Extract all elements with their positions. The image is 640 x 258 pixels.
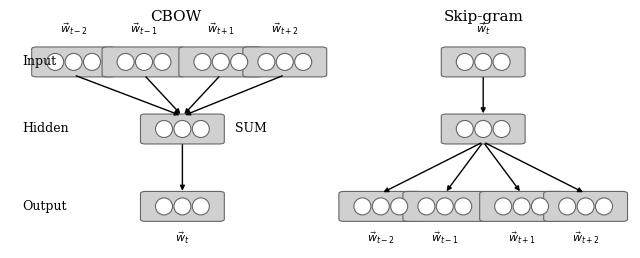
Ellipse shape xyxy=(475,53,492,70)
Ellipse shape xyxy=(154,53,171,70)
Ellipse shape xyxy=(390,198,408,215)
Text: $\vec{w}_{t-1}$: $\vec{w}_{t-1}$ xyxy=(130,22,158,37)
Text: $\vec{w}_{t}$: $\vec{w}_{t}$ xyxy=(476,22,490,37)
FancyBboxPatch shape xyxy=(480,191,564,221)
Text: CBOW: CBOW xyxy=(150,10,202,24)
Ellipse shape xyxy=(577,198,594,215)
Ellipse shape xyxy=(258,53,275,70)
FancyBboxPatch shape xyxy=(243,47,326,77)
Ellipse shape xyxy=(192,120,209,138)
Ellipse shape xyxy=(192,198,209,215)
Ellipse shape xyxy=(194,53,211,70)
Ellipse shape xyxy=(418,198,435,215)
Ellipse shape xyxy=(495,198,512,215)
Ellipse shape xyxy=(47,53,64,70)
Ellipse shape xyxy=(372,198,389,215)
Text: $\vec{w}_{t+2}$: $\vec{w}_{t+2}$ xyxy=(271,22,299,37)
Text: Output: Output xyxy=(22,200,67,213)
FancyBboxPatch shape xyxy=(442,114,525,144)
Ellipse shape xyxy=(559,198,576,215)
Ellipse shape xyxy=(174,120,191,138)
Ellipse shape xyxy=(230,53,248,70)
Ellipse shape xyxy=(156,120,173,138)
Ellipse shape xyxy=(212,53,229,70)
Ellipse shape xyxy=(436,198,453,215)
Ellipse shape xyxy=(595,198,612,215)
Text: $\vec{w}_{t+1}$: $\vec{w}_{t+1}$ xyxy=(508,231,536,246)
Text: $\vec{w}_{t-2}$: $\vec{w}_{t-2}$ xyxy=(367,231,395,246)
Ellipse shape xyxy=(276,53,293,70)
FancyBboxPatch shape xyxy=(141,191,225,221)
Ellipse shape xyxy=(513,198,530,215)
Text: SUM: SUM xyxy=(236,123,267,135)
FancyBboxPatch shape xyxy=(442,47,525,77)
Ellipse shape xyxy=(65,53,82,70)
Text: Skip-gram: Skip-gram xyxy=(444,10,523,24)
Ellipse shape xyxy=(354,198,371,215)
Ellipse shape xyxy=(83,53,100,70)
Text: $\vec{w}_{t-2}$: $\vec{w}_{t-2}$ xyxy=(60,22,88,37)
FancyBboxPatch shape xyxy=(544,191,627,221)
Ellipse shape xyxy=(456,120,474,138)
Ellipse shape xyxy=(475,120,492,138)
FancyBboxPatch shape xyxy=(403,191,486,221)
Ellipse shape xyxy=(117,53,134,70)
Text: $\vec{w}_{t+2}$: $\vec{w}_{t+2}$ xyxy=(572,231,600,246)
Text: $\vec{w}_{t-1}$: $\vec{w}_{t-1}$ xyxy=(431,231,459,246)
Ellipse shape xyxy=(531,198,548,215)
Ellipse shape xyxy=(136,53,152,70)
FancyBboxPatch shape xyxy=(339,191,422,221)
Text: Input: Input xyxy=(22,55,56,68)
Text: Hidden: Hidden xyxy=(22,123,69,135)
Ellipse shape xyxy=(493,120,510,138)
Ellipse shape xyxy=(493,53,510,70)
Ellipse shape xyxy=(294,53,312,70)
Ellipse shape xyxy=(454,198,472,215)
FancyBboxPatch shape xyxy=(141,114,225,144)
FancyBboxPatch shape xyxy=(179,47,262,77)
Text: $\vec{w}_{t+1}$: $\vec{w}_{t+1}$ xyxy=(207,22,235,37)
FancyBboxPatch shape xyxy=(102,47,186,77)
Ellipse shape xyxy=(156,198,173,215)
Ellipse shape xyxy=(174,198,191,215)
FancyBboxPatch shape xyxy=(32,47,115,77)
Text: $\vec{w}_{t}$: $\vec{w}_{t}$ xyxy=(175,231,189,246)
Ellipse shape xyxy=(456,53,474,70)
